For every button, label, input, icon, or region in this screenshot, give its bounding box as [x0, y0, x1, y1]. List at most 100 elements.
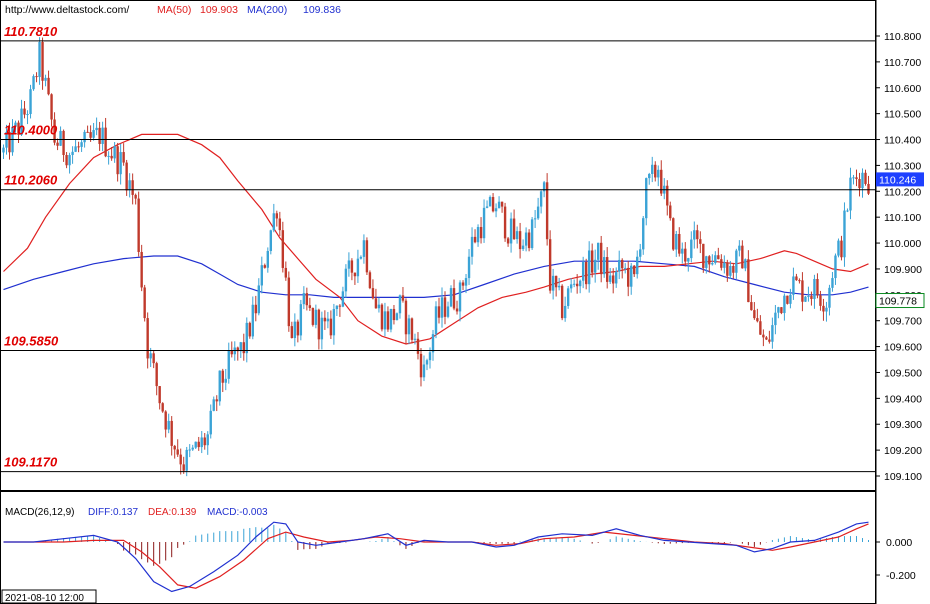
candle-body — [819, 295, 822, 306]
candle-body — [131, 180, 134, 195]
candle-body — [167, 420, 170, 430]
candle-body — [612, 275, 615, 284]
candle-body — [810, 295, 813, 299]
candle-body — [254, 304, 257, 314]
level-label: 110.7810 — [4, 24, 58, 39]
candle-body — [479, 227, 483, 239]
candle-body — [660, 169, 663, 194]
candle-body — [518, 231, 522, 250]
candle-body — [410, 318, 414, 340]
candle-body — [696, 230, 699, 240]
candle-body — [86, 131, 89, 133]
candle-body — [509, 218, 513, 244]
candle-body — [551, 275, 555, 291]
macd-dea: DEA:0.139 — [148, 507, 197, 518]
candle-body — [657, 169, 660, 178]
candle-body — [269, 230, 273, 251]
candle-body — [618, 259, 621, 272]
candle-body — [714, 255, 717, 263]
candle-body — [149, 353, 152, 359]
candle-body — [449, 288, 453, 307]
candle-body — [720, 259, 723, 268]
source-url[interactable]: http://www.deltastock.com/ — [5, 4, 129, 16]
candle-body — [822, 305, 825, 312]
candle-body — [512, 218, 516, 240]
candle-body — [669, 205, 672, 219]
candle-body — [353, 272, 357, 277]
candle-body — [107, 155, 110, 157]
candle-body — [744, 259, 747, 269]
diff-line — [3, 521, 869, 593]
candle-body — [71, 151, 74, 156]
price-tick-label: 110.600 — [884, 83, 921, 95]
ma-price-label: 109.778 — [879, 296, 917, 308]
candle-body — [59, 130, 62, 146]
candle-body — [83, 131, 86, 143]
candle-body — [771, 325, 774, 342]
candle-body — [705, 256, 708, 268]
candle-body — [155, 363, 158, 387]
candle-body — [41, 42, 44, 81]
candle-body — [578, 280, 582, 287]
candle-body — [29, 89, 32, 115]
candle-body — [110, 155, 113, 159]
candle-body — [359, 256, 363, 259]
candle-body — [68, 155, 71, 166]
candle-body — [482, 207, 486, 239]
candle-body — [17, 122, 20, 135]
candle-body — [224, 378, 227, 383]
candle-body — [539, 191, 543, 207]
candle-body — [548, 239, 552, 291]
candle-body — [852, 177, 855, 179]
candle-body — [416, 338, 420, 354]
candle-body — [443, 297, 447, 317]
candle-body — [654, 164, 657, 178]
candle-body — [672, 218, 675, 250]
candle-body — [407, 318, 411, 335]
price-tick-label: 109.500 — [884, 367, 922, 379]
candle-body — [735, 250, 738, 273]
candle-body — [521, 245, 525, 250]
candle-body — [690, 239, 693, 259]
candle-body — [191, 447, 194, 450]
candle-body — [278, 218, 282, 231]
price-tick-label: 110.300 — [884, 160, 921, 172]
candle-body — [377, 304, 381, 309]
candle-body — [678, 234, 681, 254]
candle-body — [855, 177, 858, 180]
candle-body — [419, 353, 423, 378]
candle-body — [461, 282, 465, 286]
candle-body — [170, 420, 173, 446]
candle-body — [356, 258, 360, 277]
candle-body — [230, 350, 233, 355]
candle-body — [308, 305, 312, 308]
ma50-layer — [3, 133, 869, 345]
level-label: 110.4000 — [4, 123, 58, 138]
candle-body — [762, 334, 765, 338]
candle-body — [95, 127, 98, 131]
candle-body — [389, 308, 393, 330]
candle-body — [858, 179, 861, 189]
candle-body — [434, 306, 438, 335]
candle-body — [593, 259, 597, 273]
candle-body — [257, 285, 260, 314]
candle-body — [759, 321, 762, 335]
candle-body — [362, 240, 366, 257]
macd-diff: DIFF:0.137 — [88, 507, 138, 518]
candle-body — [44, 77, 47, 81]
candle-body — [401, 295, 405, 301]
candle-body — [621, 259, 624, 269]
candle-body — [488, 197, 492, 207]
price-tick-label: 109.400 — [884, 393, 922, 405]
candle-body — [828, 287, 831, 308]
candle-body — [816, 278, 819, 296]
candle-body — [840, 240, 843, 258]
candle-body — [371, 288, 375, 299]
candle-body — [846, 210, 849, 212]
candle-body — [789, 294, 792, 304]
candle-body — [554, 275, 558, 288]
candle-body — [491, 197, 495, 212]
candle-body — [458, 282, 462, 312]
candle-body — [530, 219, 534, 249]
candle-body — [272, 213, 276, 231]
